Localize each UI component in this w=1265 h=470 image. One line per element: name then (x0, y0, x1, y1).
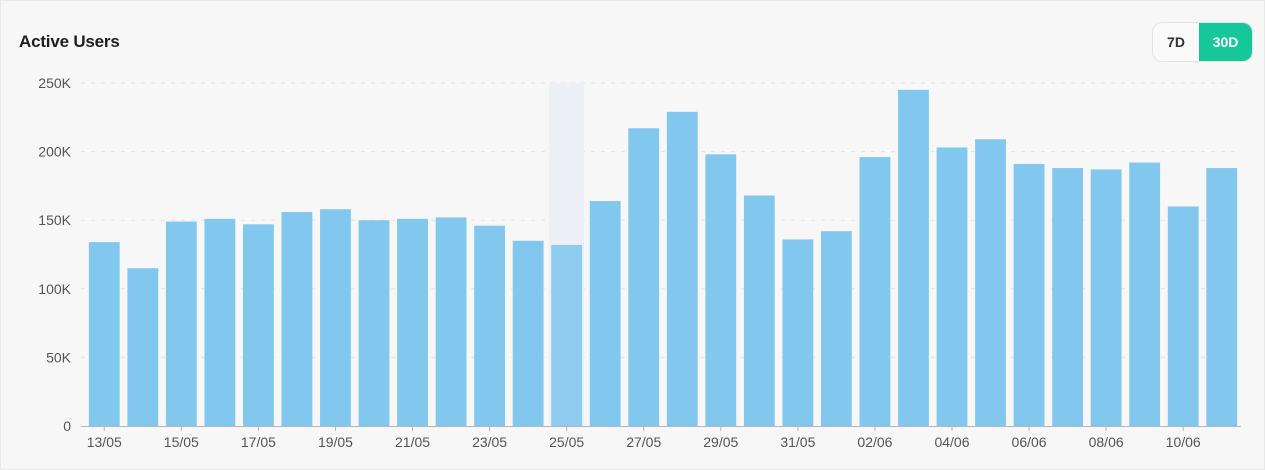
bar-27-05[interactable] (628, 128, 660, 426)
bar-23-05[interactable] (474, 225, 506, 426)
x-tick-label: 17/05 (241, 434, 276, 450)
bar-19-05[interactable] (320, 209, 351, 426)
x-tick-label: 13/05 (87, 434, 122, 450)
bar-05-06[interactable] (975, 139, 1006, 426)
x-tick-label: 06/06 (1012, 434, 1047, 450)
y-tick-label: 200K (38, 144, 71, 160)
bar-18-05[interactable] (281, 211, 313, 426)
bar-20-05[interactable] (358, 220, 390, 426)
bar-31-05[interactable] (782, 239, 814, 426)
x-tick-label: 19/05 (318, 434, 353, 450)
y-tick-label: 100K (38, 281, 71, 297)
x-tick-label: 21/05 (395, 434, 430, 450)
x-tick-label: 23/05 (472, 434, 507, 450)
x-tick-label: 04/06 (934, 434, 969, 450)
bar-03-06[interactable] (898, 89, 929, 427)
bar-08-06[interactable] (1090, 169, 1122, 426)
bar-06-06[interactable] (1013, 163, 1045, 426)
bar-09-06[interactable] (1129, 162, 1161, 427)
bar-13-05[interactable] (88, 242, 120, 426)
x-tick-label: 25/05 (549, 434, 584, 450)
x-tick-label: 15/05 (164, 434, 199, 450)
bar-04-06[interactable] (936, 147, 968, 426)
range-toggle: 7D 30D (1152, 22, 1253, 62)
x-tick-label: 02/06 (857, 434, 892, 450)
bar-16-05[interactable] (204, 218, 236, 426)
bar-28-05[interactable] (666, 111, 698, 426)
range-30d-button[interactable]: 30D (1199, 23, 1252, 61)
bar-24-05[interactable] (512, 240, 544, 426)
bars (88, 89, 1238, 427)
bar-10-06[interactable] (1167, 206, 1199, 426)
bar-15-05[interactable] (165, 221, 197, 426)
bar-01-06[interactable] (820, 231, 852, 426)
x-tick-label: 31/05 (780, 434, 815, 450)
y-tick-label: 150K (38, 212, 71, 228)
bar-29-05[interactable] (705, 154, 737, 426)
y-tick-label: 0 (63, 418, 71, 434)
bar-25-05[interactable] (551, 244, 583, 426)
grid-lines (81, 82, 1241, 427)
x-tick-label: 27/05 (626, 434, 661, 450)
x-tick-label: 29/05 (703, 434, 738, 450)
bar-07-06[interactable] (1052, 168, 1084, 426)
bar-17-05[interactable] (242, 224, 274, 426)
range-7d-button[interactable]: 7D (1167, 34, 1185, 50)
bar-30-05[interactable] (743, 195, 775, 426)
bar-21-05[interactable] (397, 218, 428, 426)
y-tick-label: 250K (38, 75, 71, 91)
x-tick-label: 08/06 (1089, 434, 1124, 450)
x-tick-label: 10/06 (1166, 434, 1201, 450)
bar-11-06[interactable] (1206, 168, 1238, 426)
chart-title: Active Users (19, 32, 120, 51)
y-tick-label: 50K (46, 349, 72, 365)
y-axis-ticks: 0 50K 100K 150K 200K 250K (38, 75, 71, 434)
bar-26-05[interactable] (589, 200, 621, 426)
x-axis-ticks: 13/05 15/05 17/05 19/05 21/05 23/05 25/05 27/05… (87, 426, 1201, 450)
bar-02-06[interactable] (859, 157, 891, 426)
bar-22-05[interactable] (435, 217, 467, 426)
bar-14-05[interactable] (127, 268, 159, 426)
